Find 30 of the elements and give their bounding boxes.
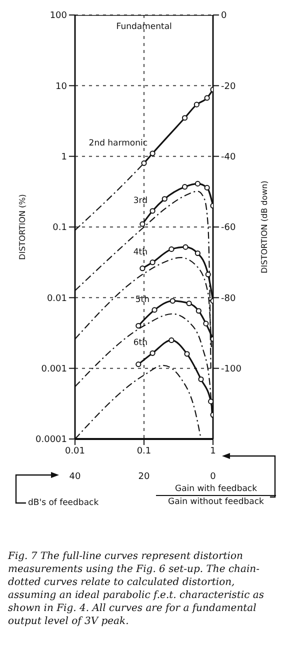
y-tick-label: 100 <box>50 11 68 22</box>
x2-tick-label: 20 <box>137 472 151 482</box>
y-tick-label: 0.1 <box>52 223 67 234</box>
series-label: 4th <box>133 247 148 258</box>
x-tick-label: 0.01 <box>64 446 86 456</box>
y2-tick-label: -80 <box>221 294 236 304</box>
series-label: 6th <box>133 338 148 348</box>
y2-tick-label: -40 <box>221 152 236 163</box>
x2-tick-label: 0 <box>209 472 217 482</box>
y2-tick-label: 0 <box>221 11 227 22</box>
x-tick-label: 1 <box>210 446 216 456</box>
y-tick-label: 10 <box>56 82 68 92</box>
x2-axis-title: dB's of feedback <box>28 498 99 508</box>
x-tick-label: 0.1 <box>136 446 152 456</box>
y-tick-label: 0.0001 <box>36 435 67 446</box>
y2-tick-label: -20 <box>221 82 236 92</box>
x2-tick-label: 40 <box>68 472 82 482</box>
y2-tick-label: -60 <box>221 223 236 234</box>
y-tick-label: 0.001 <box>41 364 67 375</box>
x-axis-title: Gain with feedback Gain without feedback <box>167 484 265 507</box>
y-tick-label: 1 <box>61 152 67 163</box>
series-label: 3rd <box>133 196 148 206</box>
series-label: 2nd harmonic <box>88 138 148 148</box>
y-axis-title: DISTORTION (%) <box>18 194 27 260</box>
caption: Fig. 7 The full-line curves represent distortion measurements using the Fig. 6 set-up. The chain-dotted curves relate to calculated distortion, assuming an ideal parabolic f.e.t. characteristic as shown in Fig. 4. All curves are for a fundamental output level of 3V peak. <box>8 550 265 628</box>
y2-tick-label: -100 <box>221 364 242 375</box>
y2-axis-title: DISTORTION (dB down) <box>260 180 269 274</box>
y-tick-label: 0.01 <box>46 294 67 304</box>
series-label: 5th <box>135 294 150 305</box>
series-label: Fundamental <box>116 22 172 32</box>
